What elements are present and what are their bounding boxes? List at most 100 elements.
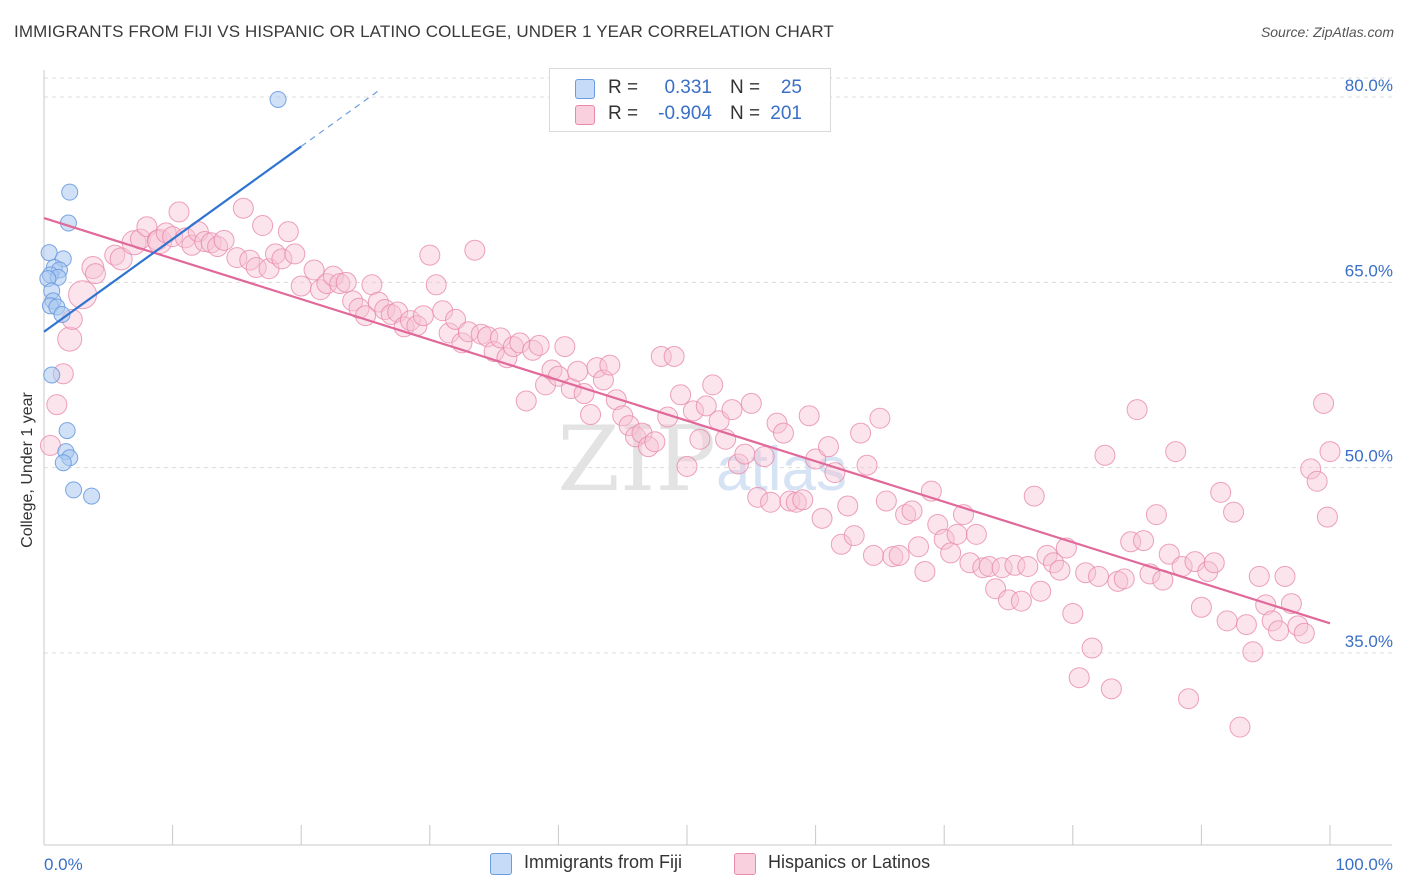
- scatter-point-hispanics: [483, 341, 505, 363]
- scatter-point-hispanics: [1210, 481, 1232, 503]
- trend-lines: [43, 90, 1331, 625]
- scatter-point-hispanics: [1010, 590, 1032, 612]
- scatter-point-hispanics: [1030, 580, 1052, 602]
- scatter-point-hispanics: [1145, 504, 1167, 526]
- legend-swatch-fiji: [490, 853, 512, 875]
- legend-swatch-hispanics: [575, 105, 595, 125]
- scatter-point-hispanics: [618, 415, 640, 437]
- scatter-point-hispanics: [824, 462, 846, 484]
- axes: [43, 70, 1392, 846]
- scatter-point-hispanics: [1248, 565, 1270, 587]
- scatter-point-hispanics: [490, 327, 512, 349]
- scatter-point-hispanics: [541, 359, 563, 381]
- scatter-point-hispanics: [104, 244, 126, 266]
- scatter-point-fiji: [43, 366, 61, 384]
- scatter-point-fiji: [53, 305, 71, 323]
- scatter-point-hispanics: [1100, 678, 1122, 700]
- scatter-point-hispanics: [991, 557, 1013, 579]
- scatter-point-hispanics: [888, 544, 910, 566]
- scatter-point-hispanics: [670, 384, 692, 406]
- scatter-point-hispanics: [1261, 610, 1283, 632]
- scatter-point-hispanics: [1223, 501, 1245, 523]
- scatter-point-hispanics: [695, 395, 717, 417]
- scatter-point-fiji: [61, 183, 79, 201]
- scatter-point-hispanics: [682, 400, 704, 422]
- scatter-point-hispanics: [940, 542, 962, 564]
- legend-n-value: 201: [770, 103, 802, 124]
- scatter-point-hispanics: [419, 244, 441, 266]
- legend-n-value: 25: [780, 77, 802, 98]
- scatter-point-fiji: [54, 454, 72, 472]
- scatter-point-hispanics: [933, 528, 955, 550]
- scatter-point-hispanics: [856, 454, 878, 476]
- tick-labels: 35.0% 50.0% 65.0% 80.0% 0.0% 100.0%: [44, 76, 1393, 874]
- scatter-point-hispanics: [1313, 392, 1335, 414]
- series-fiji-points: [39, 90, 287, 505]
- scatter-point-hispanics: [57, 326, 83, 352]
- scatter-point-hispanics: [464, 239, 486, 261]
- scatter-point-hispanics: [580, 404, 602, 426]
- scatter-point-hispanics: [798, 405, 820, 427]
- chart-title: IMMIGRANTS FROM FIJI VS HISPANIC OR LATI…: [14, 22, 834, 41]
- scatter-point-hispanics: [309, 279, 331, 301]
- scatter-point-hispanics: [109, 247, 133, 271]
- y-axis-label: College, Under 1 year: [19, 392, 36, 548]
- scatter-point-hispanics: [862, 544, 884, 566]
- scatter-point-hispanics: [875, 490, 897, 512]
- scatter-point-hispanics: [168, 201, 190, 223]
- scatter-point-hispanics: [817, 436, 839, 458]
- scatter-point-hispanics: [1197, 560, 1219, 582]
- scatter-point-hispanics: [727, 453, 749, 475]
- scatter-point-hispanics: [1242, 641, 1264, 663]
- scatter-point-hispanics: [232, 197, 254, 219]
- scatter-point-hispanics: [1094, 444, 1116, 466]
- legend-label-hispanics: Hispanics or Latinos: [768, 852, 931, 872]
- legend-row-fiji: R = 0.331 N = 25: [550, 75, 830, 101]
- scatter-point-hispanics: [1075, 562, 1097, 584]
- scatter-point-hispanics: [1216, 610, 1238, 632]
- scatter-point-hispanics: [586, 357, 608, 379]
- scatter-point-hispanics: [1300, 458, 1322, 480]
- scatter-point-hispanics: [644, 431, 666, 453]
- scatter-point-hispanics: [457, 321, 479, 343]
- scatter-point-hispanics: [432, 300, 454, 322]
- scatter-point-hispanics: [837, 495, 859, 517]
- scatter-point-hispanics: [1235, 614, 1257, 636]
- legend-r-label: R =: [608, 77, 639, 98]
- scatter-point-hispanics: [753, 446, 775, 468]
- legend-label-fiji: Immigrants from Fiji: [524, 852, 683, 872]
- scatter-point-hispanics: [1165, 441, 1187, 463]
- scatter-point-hispanics: [252, 214, 274, 236]
- x-tick-label: 0.0%: [44, 855, 83, 874]
- scatter-point-hispanics: [1049, 559, 1071, 581]
- scatter-point-hispanics: [1113, 568, 1135, 590]
- scatter-point-hispanics: [425, 274, 447, 296]
- scatter-point-hispanics: [1316, 506, 1338, 528]
- scatter-point-hispanics: [84, 263, 106, 285]
- scatter-point-hispanics: [284, 243, 306, 265]
- y-tick-label: 35.0%: [1345, 632, 1393, 651]
- scatter-point-fiji: [83, 487, 101, 505]
- scatter-point-hispanics: [290, 275, 312, 297]
- y-tick-label: 65.0%: [1345, 261, 1393, 280]
- scatter-point-hispanics: [1068, 667, 1090, 689]
- scatter-point-hispanics: [599, 354, 621, 376]
- legend-r-label: R =: [608, 103, 639, 124]
- scatter-point-hispanics: [1203, 552, 1225, 574]
- scatter-point-hispanics: [445, 308, 467, 330]
- scatter-point-hispanics: [329, 273, 351, 295]
- scatter-point-hispanics: [1158, 543, 1180, 565]
- trend-line-fiji-extension: [300, 90, 379, 147]
- scatter-point-hispanics: [689, 428, 711, 450]
- scatter-point-hispanics: [760, 491, 782, 513]
- scatter-point-hispanics: [1178, 688, 1200, 710]
- scatter-point-hispanics: [528, 334, 550, 356]
- scatter-point-hispanics: [1274, 565, 1296, 587]
- legend-n-label: N =: [730, 103, 761, 124]
- legend-n-label: N =: [730, 77, 761, 98]
- scatter-point-hispanics: [914, 560, 936, 582]
- scatter-point-fiji: [58, 422, 76, 440]
- correlation-legend: R = 0.331 N = 25 R = -0.904 N = 201: [549, 68, 831, 132]
- scatter-point-hispanics: [1319, 441, 1341, 463]
